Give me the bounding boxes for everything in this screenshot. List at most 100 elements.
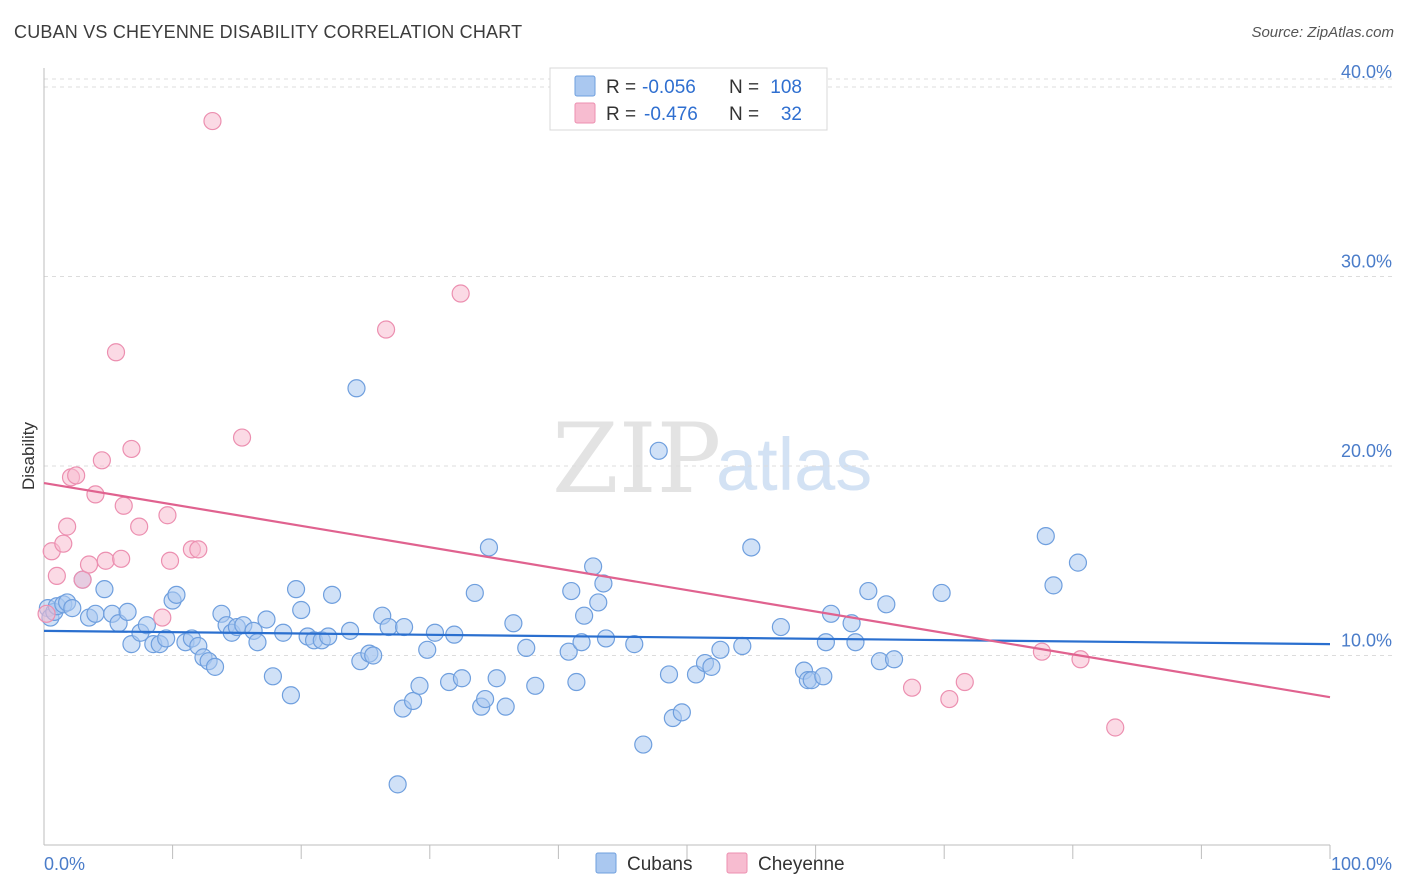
chart-title: CUBAN VS CHEYENNE DISABILITY CORRELATION…: [14, 22, 523, 42]
cubans-point-35: [257, 610, 276, 629]
cubans-point-47: [347, 379, 366, 398]
watermark-zip: ZIP: [552, 403, 721, 515]
cubans-point-107: [1036, 526, 1055, 546]
cubans-point-86: [672, 703, 691, 722]
cubans-point-21: [167, 585, 186, 604]
cubans-point-58: [418, 640, 437, 659]
cheyenne-point-10: [92, 451, 111, 470]
cheyenne-point-7: [73, 570, 92, 589]
cubans-point-39: [286, 580, 306, 599]
cheyenne-point-21: [189, 540, 208, 559]
y-tick-label-10: 10.0%: [1341, 630, 1392, 650]
cubans-point-57: [410, 676, 429, 695]
y-tick-label-30: 30.0%: [1341, 251, 1392, 271]
cubans-point-72: [559, 642, 578, 661]
cheyenne-point-13: [112, 549, 131, 568]
cubans-point-104: [877, 595, 896, 614]
cubans-point-9: [86, 604, 105, 623]
cheyenne-point-2: [47, 566, 66, 585]
cubans-point-73: [562, 581, 581, 601]
cheyenne-point-9: [86, 485, 105, 504]
cubans-point-106: [932, 583, 951, 603]
cubans-point-65: [475, 689, 495, 709]
cubans-point-77: [584, 557, 603, 576]
cubans-point-90: [711, 640, 730, 659]
y-tick-label-20: 20.0%: [1341, 441, 1392, 461]
cheyenne-point-30: [1071, 650, 1090, 669]
cubans-point-101: [846, 633, 865, 652]
cubans-point-102: [859, 581, 878, 601]
cheyenne-point-12: [106, 343, 126, 362]
bottom-legend-swatch-cheyenne: [726, 852, 748, 874]
cubans-point-82: [634, 735, 653, 754]
cheyenne-point-6: [67, 466, 86, 485]
cubans-point-78: [589, 593, 608, 612]
cubans-point-45: [322, 585, 342, 604]
legend-n-value-cubans: 108: [770, 77, 802, 98]
legend-swatch-cubans: [574, 75, 596, 97]
cubans-point-10: [95, 580, 114, 599]
cheyenne-point-31: [1106, 718, 1125, 737]
cheyenne-point-19: [160, 551, 180, 570]
cheyenne-point-15: [122, 439, 141, 459]
cubans-point-44: [319, 627, 338, 646]
cubans-point-81: [625, 635, 644, 654]
cubans-point-63: [465, 583, 484, 603]
x-tick-label-max: 100.0%: [1331, 854, 1392, 874]
legend-n-value-cheyenne: 32: [781, 104, 802, 125]
series-cubans-points: [38, 379, 1088, 794]
watermark-atlas: atlas: [716, 423, 872, 506]
legend-r-value-cheyenne: -0.476: [644, 104, 698, 125]
cheyenne-point-11: [96, 551, 115, 570]
cubans-point-80: [596, 629, 616, 648]
cubans-point-6: [63, 599, 82, 618]
y-tick-labels: 10.0% 20.0% 30.0% 40.0%: [1341, 62, 1392, 651]
cubans-point-70: [517, 638, 536, 658]
cubans-point-79: [594, 574, 613, 593]
y-tick-label-40: 40.0%: [1341, 62, 1392, 82]
cubans-point-13: [118, 602, 137, 622]
cubans-point-38: [281, 686, 301, 705]
cubans-point-59: [425, 623, 445, 642]
legend-n-label-cubans: N =: [729, 77, 759, 98]
cubans-point-27: [205, 657, 225, 676]
cubans-point-71: [526, 676, 545, 695]
bottom-legend-label-cheyenne: Cheyenne: [758, 854, 845, 875]
cubans-point-92: [742, 538, 761, 557]
cheyenne-point-16: [130, 517, 149, 536]
cubans-point-91: [733, 636, 752, 656]
cubans-point-50: [364, 646, 383, 665]
cheyenne-point-4: [58, 517, 77, 536]
x-ticks: [172, 845, 1331, 859]
source-label: Source: ZipAtlas.com: [1251, 24, 1394, 41]
cubans-point-34: [248, 633, 267, 652]
cubans-point-108: [1044, 576, 1063, 595]
cheyenne-point-18: [158, 506, 177, 525]
x-tick-label-min: 0.0%: [44, 854, 85, 874]
cubans-point-53: [388, 775, 407, 794]
grid-lines: [44, 78, 1392, 656]
cubans-point-52: [379, 617, 398, 637]
cubans-point-83: [649, 441, 668, 460]
cubans-point-105: [884, 650, 904, 669]
cheyenne-point-0: [37, 604, 56, 623]
cubans-point-56: [403, 691, 423, 711]
y-axis-title: Disability: [19, 421, 38, 490]
cubans-point-84: [659, 665, 679, 684]
bottom-legend-swatch-cubans: [595, 852, 617, 874]
legend-swatch-cheyenne: [574, 102, 596, 124]
cheyenne-point-14: [114, 496, 133, 515]
cheyenne-point-29: [1032, 642, 1052, 661]
cheyenne-point-24: [376, 320, 396, 339]
cheyenne-point-25: [451, 284, 470, 303]
cubans-point-62: [452, 669, 472, 688]
cubans-point-16: [137, 616, 156, 635]
cubans-point-75: [572, 633, 591, 652]
cubans-point-67: [487, 669, 506, 688]
cubans-point-76: [575, 606, 594, 625]
trend-lines: [43, 481, 1331, 699]
bottom-legend-label-cubans: Cubans: [627, 854, 693, 875]
legend-n-label-cheyenne: N =: [729, 104, 759, 125]
cubans-point-69: [504, 614, 523, 633]
